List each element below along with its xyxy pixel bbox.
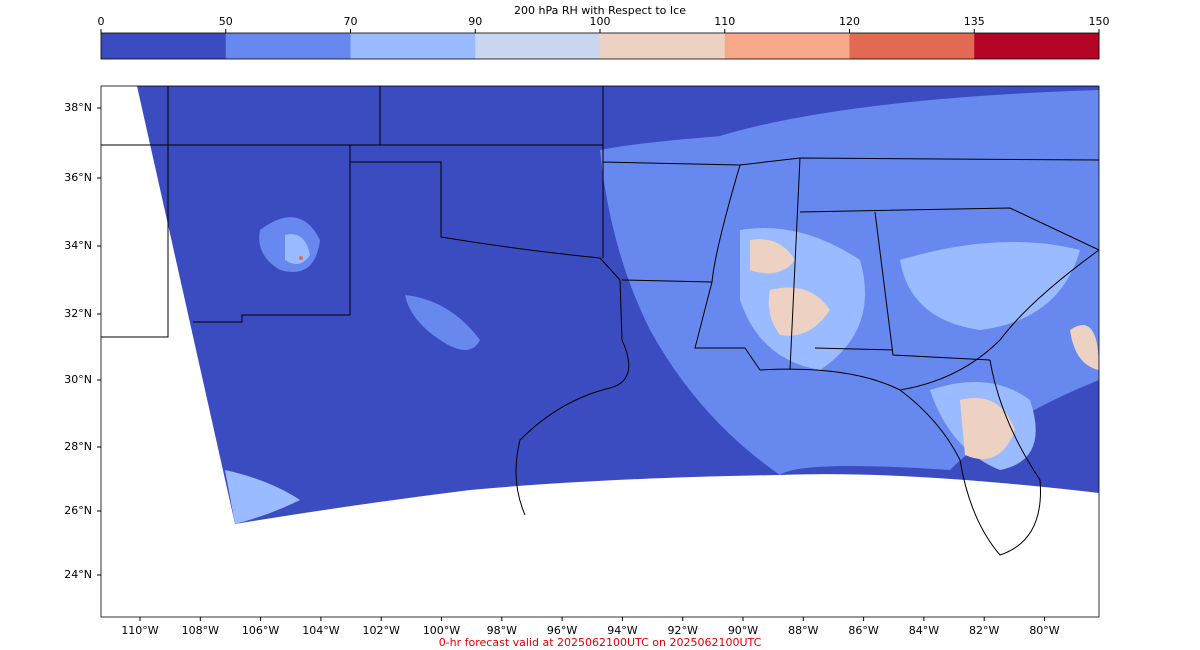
colorbar-tick-label: 0	[98, 15, 105, 28]
field-region	[405, 295, 480, 350]
lat-label: 32°N	[64, 307, 92, 320]
colorbar-segment	[350, 33, 476, 59]
field-region	[1070, 325, 1099, 370]
lat-axis: 38°N 36°N 34°N 32°N 30°N 28°N 26°N 24°N	[64, 101, 101, 581]
field-region	[225, 470, 300, 524]
field-region	[900, 242, 1080, 330]
colorbar-segment	[600, 33, 726, 59]
colorbar-tick-label: 135	[964, 15, 985, 28]
colorbar-title: 200 hPa RH with Respect to Ice	[514, 4, 686, 17]
lon-label: 90°W	[728, 624, 758, 637]
colorbar-frame	[100, 32, 1100, 60]
lat-label: 28°N	[64, 440, 92, 453]
colorbar-tick-label: 50	[219, 15, 233, 28]
colorbar-segment	[724, 33, 850, 59]
colorbar-segment	[225, 33, 351, 59]
lat-label: 30°N	[64, 373, 92, 386]
lon-label: 84°W	[909, 624, 939, 637]
lon-label: 96°W	[547, 624, 577, 637]
field-region	[768, 287, 830, 336]
lon-label: 110°W	[121, 624, 158, 637]
lon-label: 88°W	[788, 624, 818, 637]
colorbar-segment	[849, 33, 975, 59]
map-frame	[100, 85, 1100, 618]
field-region	[750, 239, 795, 274]
colorbar-tick-label: 120	[839, 15, 860, 28]
field-region	[299, 256, 303, 260]
colorbar: 0 50 70 90 100 110 120 135 150	[98, 15, 1110, 59]
lon-label: 92°W	[668, 624, 698, 637]
colorbar-segment	[974, 33, 1100, 59]
lon-label: 82°W	[969, 624, 999, 637]
lon-label: 98°W	[487, 624, 517, 637]
field-region	[680, 90, 1099, 200]
lon-axis: 110°W 108°W 106°W 104°W 102°W 100°W 98°W 96°W 94…	[121, 617, 1060, 637]
field-region	[960, 398, 1015, 460]
lon-label: 102°W	[363, 624, 400, 637]
lon-label: 80°W	[1029, 624, 1059, 637]
colorbar-tick-label: 150	[1089, 15, 1110, 28]
lat-label: 34°N	[64, 239, 92, 252]
lon-label: 106°W	[242, 624, 279, 637]
lon-label: 108°W	[182, 624, 219, 637]
lat-label: 36°N	[64, 171, 92, 184]
colorbar-tick-label: 70	[344, 15, 358, 28]
lat-label: 24°N	[64, 568, 92, 581]
colorbar-tick-label: 90	[468, 15, 482, 28]
boundaries	[101, 86, 1100, 556]
lat-label: 26°N	[64, 504, 92, 517]
colorbar-segment	[101, 33, 227, 59]
footer: 0-hr forecast valid at 2025062100UTC on …	[439, 636, 762, 649]
lon-label: 100°W	[423, 624, 460, 637]
lon-label: 94°W	[607, 624, 637, 637]
colorbar-tick-label: 100	[590, 15, 611, 28]
colorbar-tick-label: 110	[714, 15, 735, 28]
colorbar-segment	[475, 33, 601, 59]
lat-label: 38°N	[64, 101, 92, 114]
map	[101, 86, 1100, 556]
lon-label: 104°W	[302, 624, 339, 637]
lon-label: 86°W	[848, 624, 878, 637]
field-region	[285, 234, 310, 264]
